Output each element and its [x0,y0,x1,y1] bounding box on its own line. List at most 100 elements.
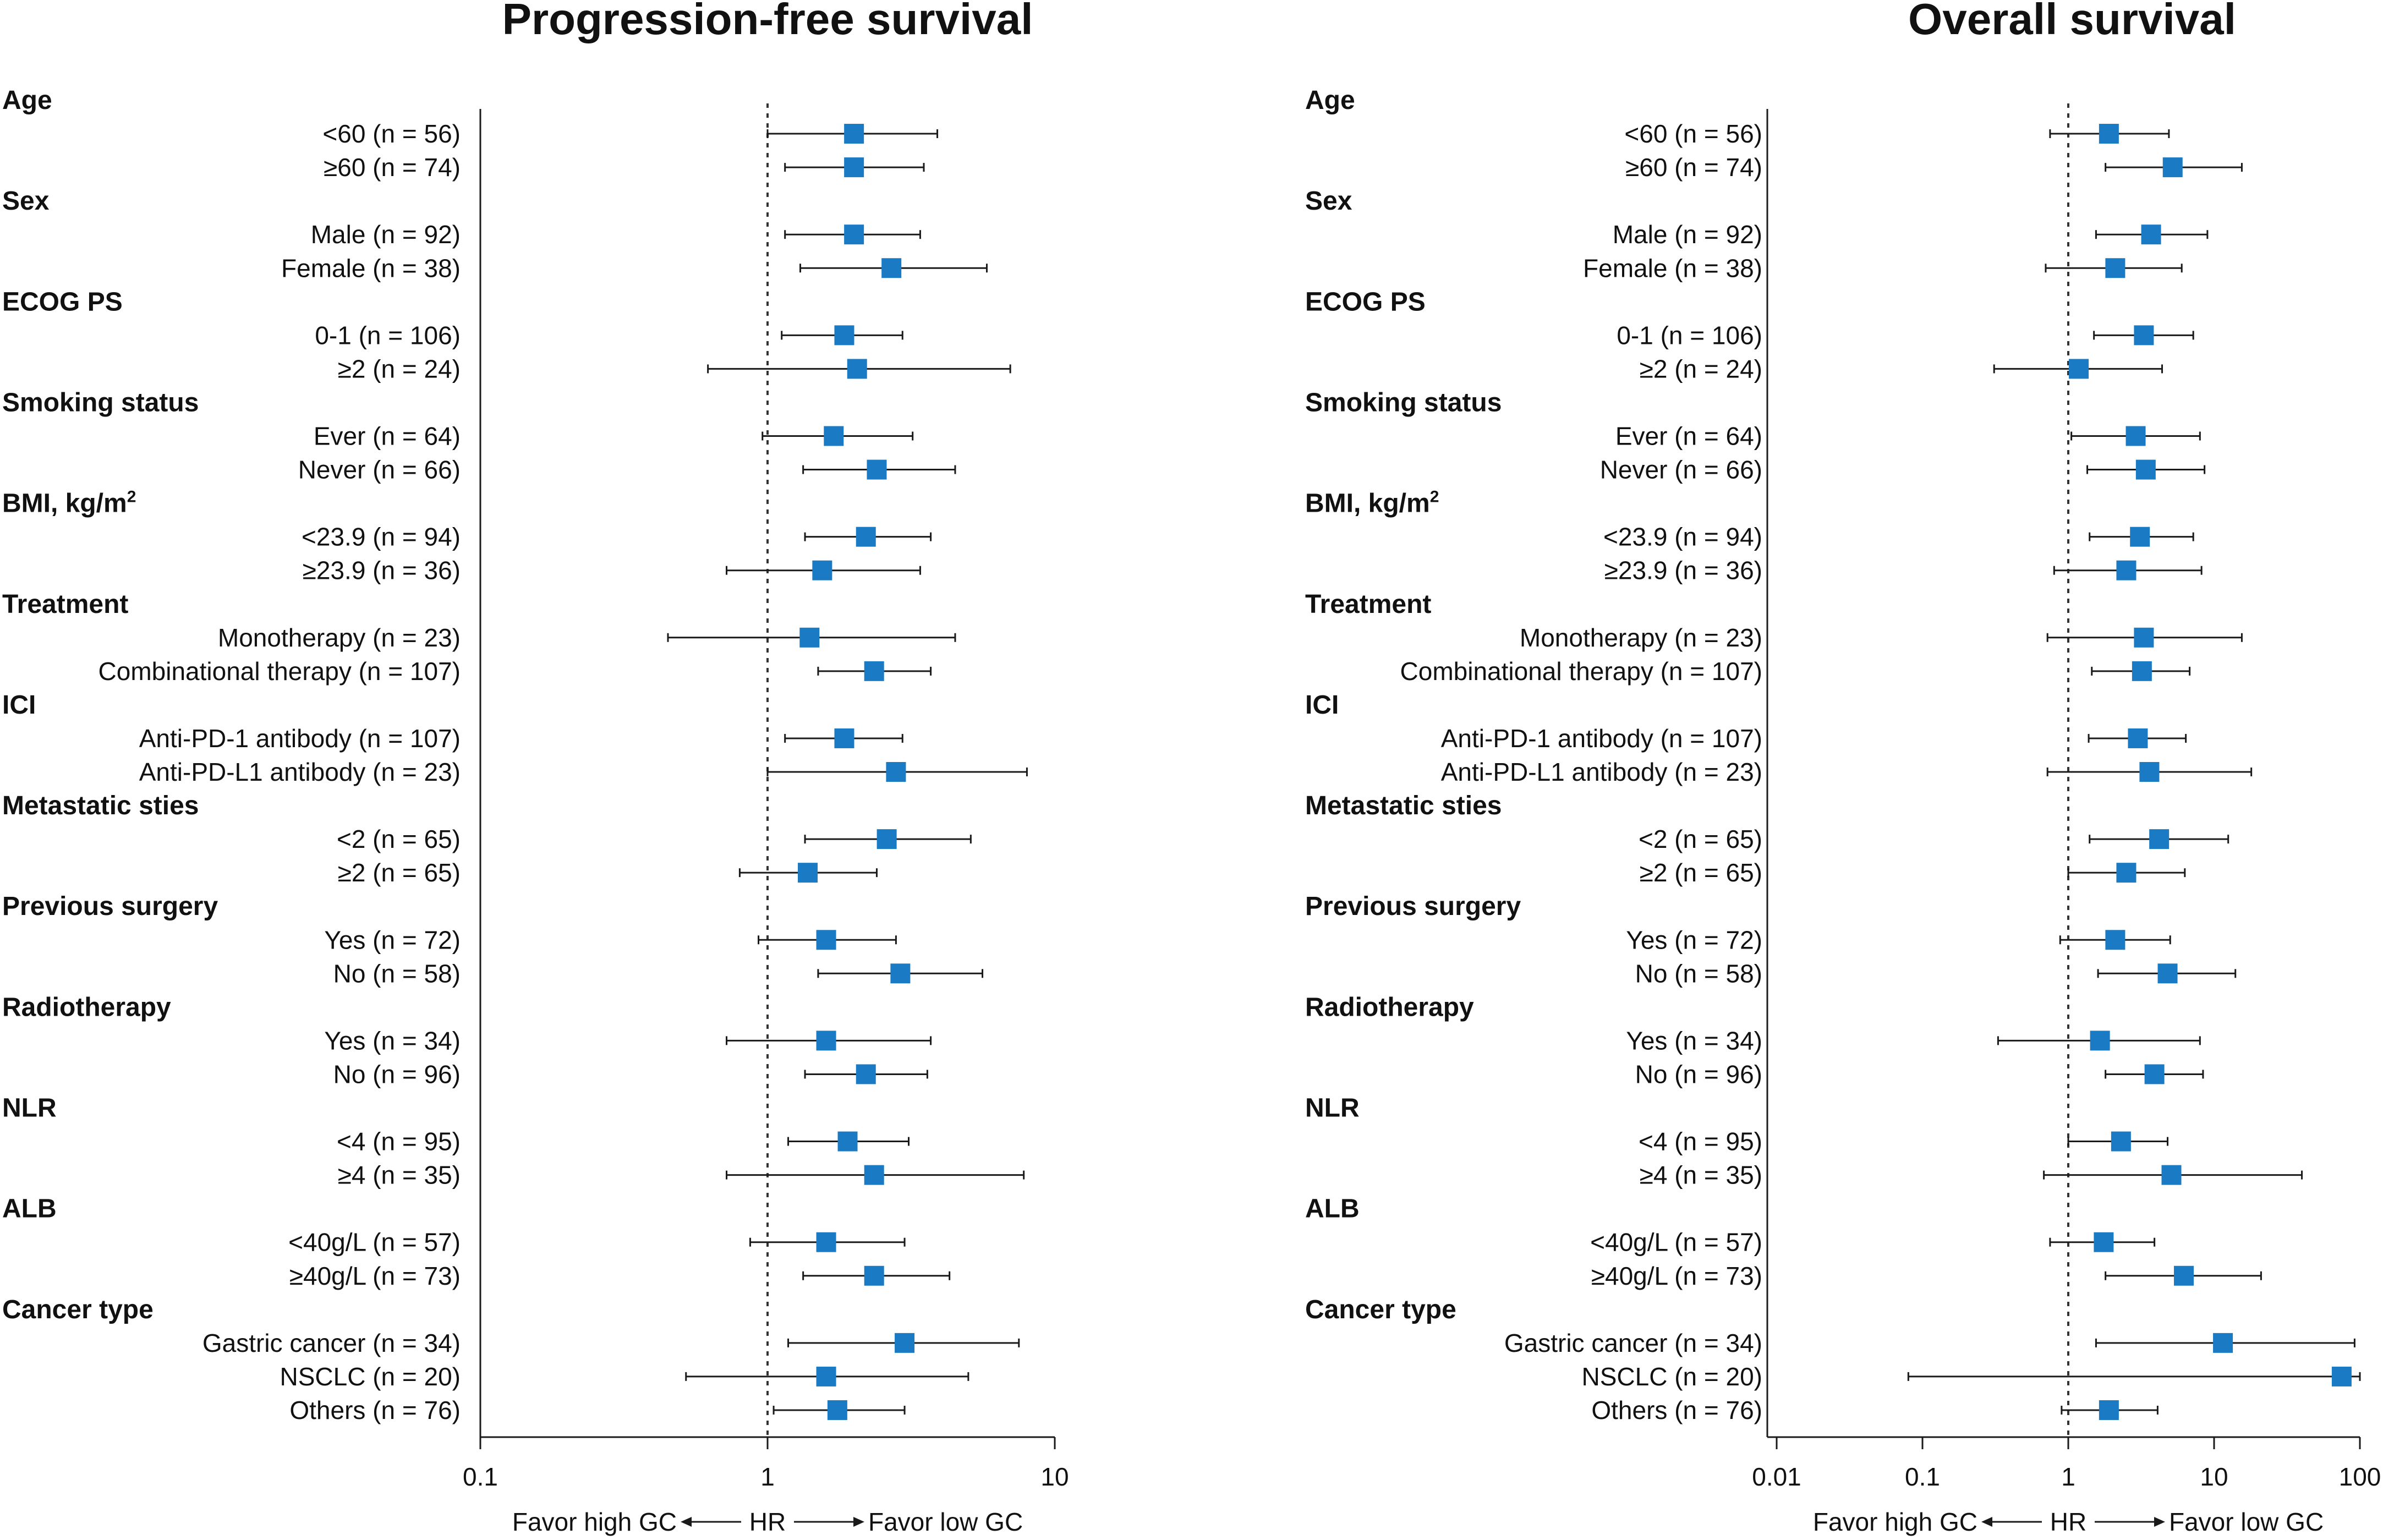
pfs-row-label: Female (n = 38) [281,254,461,282]
pfs-hr-marker [834,325,854,346]
pfs-panel: Progression-free survival 0.1 1 10 HR Favor h… [2,0,1069,1536]
os-hr-marker [2105,930,2125,950]
pfs-title: Progression-free survival [502,0,1033,43]
pfs-hr-marker [824,426,844,446]
pfs-group-label: Cancer type [2,1295,154,1324]
pfs-x-label-right-arrowhead [853,1517,864,1527]
os-group-label: Treatment [1305,590,1431,619]
os-hr-marker [2090,1031,2110,1051]
pfs-hr-marker [844,224,864,245]
os-hr-marker [2116,560,2137,580]
pfs-group-label: NLR [2,1094,57,1123]
pfs-row-label: <4 (n = 95) [337,1127,461,1156]
pfs-row-label: <23.9 (n = 94) [302,523,461,551]
pfs-row-label: <40g/L (n = 57) [288,1228,461,1257]
os-row-label: Ever (n = 64) [1615,422,1762,451]
pfs-row-label: NSCLC (n = 20) [280,1362,461,1391]
pfs-x-tick-label: 1 [760,1462,775,1491]
os-hr-marker [2173,1265,2194,1286]
pfs-hr-marker [844,124,864,144]
os-row-label: Anti-PD-L1 antibody (n = 23) [1441,758,1762,786]
pfs-hr-marker [816,1366,836,1386]
os-hr-marker [2132,661,2152,681]
os-hr-marker [2144,1064,2165,1084]
pfs-group-label: BMI, kg/m2 [2,488,136,518]
os-hr-marker [2099,1400,2119,1420]
os-title: Overall survival [1908,0,2236,43]
pfs-hr-marker [799,627,820,648]
os-row-label: <23.9 (n = 94) [1603,523,1762,551]
os-group-label: Metastatic sties [1305,791,1502,820]
os-row-label: Anti-PD-1 antibody (n = 107) [1441,724,1762,753]
os-row-label: <60 (n = 56) [1624,119,1762,148]
pfs-group-label: Smoking status [2,388,199,417]
pfs-hr-marker [864,1165,884,1185]
pfs-row-label: ≥23.9 (n = 36) [303,556,461,585]
os-group-label: ECOG PS [1305,287,1426,316]
pfs-row-label: 0-1 (n = 106) [315,321,461,349]
pfs-hr-marker [844,157,864,178]
pfs-hr-marker [837,1131,858,1152]
os-hr-marker [2105,258,2125,278]
pfs-hr-marker [881,258,902,278]
pfs-group-label: Previous surgery [2,892,218,921]
os-row-label: Never (n = 66) [1600,456,1762,484]
pfs-row-label: Never (n = 66) [298,456,461,484]
os-group-label: Cancer type [1305,1295,1456,1324]
os-hr-marker [2111,1131,2131,1152]
pfs-x-tick-label: 10 [1040,1462,1069,1491]
os-row-label: NSCLC (n = 20) [1581,1362,1762,1391]
pfs-group-label: Age [2,86,52,115]
os-hr-marker [2157,963,2178,984]
pfs-row-label: No (n = 96) [333,1060,461,1088]
pfs-row-label: ≥60 (n = 74) [324,153,461,182]
os-group-label: BMI, kg/m2 [1305,488,1439,518]
pfs-group-label: Metastatic sties [2,791,199,820]
pfs-row-label: <60 (n = 56) [322,119,461,148]
os-row-label: Yes (n = 72) [1626,925,1762,954]
os-row-label: ≥2 (n = 65) [1640,858,1762,887]
pfs-row-label: <2 (n = 65) [337,825,461,853]
pfs-row-label: Monotherapy (n = 23) [218,623,461,652]
os-hr-marker [2134,627,2154,648]
os-x-label-right-arrowhead [2154,1517,2165,1527]
pfs-row-label: Ever (n = 64) [314,422,461,451]
pfs-hr-marker [847,359,867,379]
os-group-label-sup: 2 [1430,488,1439,506]
os-hr-marker [2213,1333,2233,1353]
pfs-row-label: ≥40g/L (n = 73) [289,1262,461,1290]
pfs-row-label: Anti-PD-L1 antibody (n = 23) [139,758,461,786]
os-group-label: NLR [1305,1094,1360,1123]
os-group-label: Age [1305,86,1355,115]
pfs-row-label: Others (n = 76) [289,1396,461,1424]
os-x-label-left-arrowhead [1981,1517,1992,1527]
pfs-x-label-left: Favor high GC [512,1508,677,1536]
os-hr-marker [2116,863,2137,883]
os-row-label: Gastric cancer (n = 34) [1504,1329,1762,1357]
os-group-label: ICI [1305,690,1339,720]
pfs-group-label: Treatment [2,590,128,619]
pfs-hr-marker [856,527,876,547]
os-hr-marker [2094,1232,2114,1252]
os-hr-marker [2135,459,2156,480]
pfs-hr-marker [816,1232,836,1252]
os-hr-marker [2141,224,2161,245]
pfs-row-label: Yes (n = 72) [324,925,461,954]
os-x-tick-label: 10 [2200,1462,2228,1491]
os-row-label: Yes (n = 34) [1626,1026,1762,1055]
pfs-row-label: ≥4 (n = 35) [338,1161,461,1190]
pfs-row-label: ≥2 (n = 65) [338,858,461,887]
os-row-label: ≥40g/L (n = 73) [1591,1262,1762,1290]
pfs-x-tick-label: 0.1 [463,1462,498,1491]
pfs-group-label: ECOG PS [2,287,123,316]
os-row-label: No (n = 96) [1635,1060,1762,1088]
pfs-hr-marker [886,762,906,782]
os-hr-marker [2128,728,2148,748]
os-panel: Overall survival 0.01 0.1 1 10 100 HR Favor hig… [1305,0,2381,1536]
os-row-label: Female (n = 38) [1583,254,1762,282]
os-row-label: <4 (n = 95) [1639,1127,1762,1156]
pfs-group-label: Radiotherapy [2,993,171,1022]
pfs-hr-marker [864,1265,884,1286]
os-row-label: ≥2 (n = 24) [1640,354,1762,383]
